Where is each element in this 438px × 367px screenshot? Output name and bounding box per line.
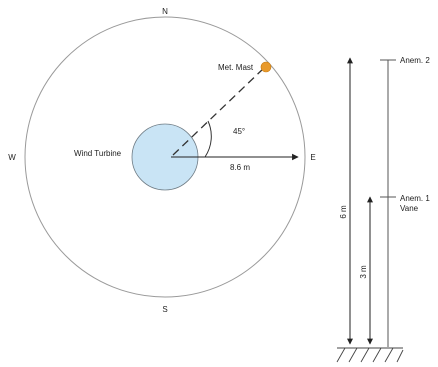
angle-label: 45° [233, 127, 245, 136]
compass-north-label: N [162, 7, 168, 16]
met-mast-label: Met. Mast [218, 63, 254, 72]
angle-arc [204, 120, 212, 158]
anem2-label: Anem. 2 [400, 56, 430, 65]
compass-south-label: S [162, 305, 167, 314]
anem1-label: Anem. 1 [400, 194, 430, 203]
wind-turbine-label: Wind Turbine [74, 149, 122, 158]
compass-east-label: E [310, 153, 315, 162]
height-3m-label: 3 m [359, 265, 368, 279]
site-boundary-circle [24, 16, 306, 298]
distance-label: 8.6 m [230, 163, 250, 172]
met-mast-marker [260, 61, 272, 73]
vane-label: Vane [400, 204, 419, 213]
plan-view: N S E W Wind Turbine Met. Mast 45° 8.6 m [8, 7, 315, 314]
height-6m-label: 6 m [339, 205, 348, 219]
ground-hatching [336, 347, 404, 363]
bearing-dashed-line [172, 67, 265, 156]
elevation-view: Anem. 2 Anem. 1 Vane 6 m 3 m [336, 56, 430, 363]
compass-west-label: W [8, 153, 16, 162]
